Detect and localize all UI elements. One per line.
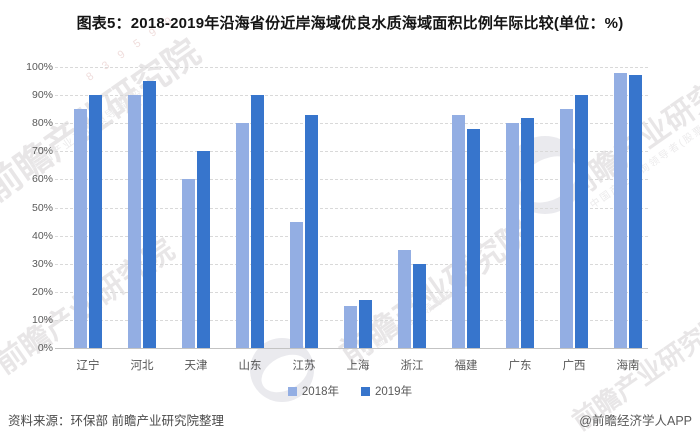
credit-note: @前瞻经济学人APP	[579, 414, 692, 428]
bar-2019年-河北	[143, 81, 156, 348]
x-category-label: 广西	[562, 360, 586, 372]
grid-line	[55, 207, 648, 209]
x-category-label: 上海	[346, 360, 370, 372]
x-category-label: 广东	[508, 360, 532, 372]
y-tick-label: 10%	[31, 313, 53, 326]
y-tick-label: 80%	[31, 117, 53, 130]
y-tick-label: 40%	[31, 229, 53, 242]
bar-2018年-浙江	[398, 249, 411, 348]
bar-2018年-福建	[452, 114, 465, 348]
bar-2019年-福建	[467, 128, 480, 348]
grid-line	[55, 291, 648, 293]
x-category-label: 河北	[130, 360, 154, 372]
source-note: 资料来源：环保部 前瞻产业研究院整理	[8, 414, 224, 428]
bar-2019年-广西	[575, 95, 588, 348]
x-category-label: 浙江	[400, 360, 424, 372]
bar-2019年-广东	[521, 117, 534, 348]
bar-2018年-山东	[236, 123, 249, 348]
legend-swatch-icon	[361, 386, 370, 396]
grid-line	[55, 179, 648, 181]
grid-line	[55, 123, 648, 125]
legend: 2018年 2019年	[0, 383, 700, 399]
y-tick-label: 60%	[31, 173, 53, 186]
bar-2018年-上海	[344, 305, 357, 348]
bar-2019年-浙江	[413, 263, 426, 348]
bar-2019年-天津	[197, 151, 210, 348]
bar-2018年-辽宁	[74, 109, 87, 348]
x-category-label: 海南	[616, 360, 640, 372]
bar-2018年-天津	[182, 179, 195, 348]
grid-line	[55, 151, 648, 153]
x-category-label: 天津	[184, 360, 208, 372]
bar-2018年-广东	[506, 123, 519, 348]
x-category-label: 山东	[238, 360, 262, 372]
legend-swatch-icon	[287, 386, 297, 396]
grid-line	[55, 95, 648, 97]
bar-2018年-广西	[560, 109, 573, 348]
x-category-label: 辽宁	[76, 360, 100, 372]
grid-line	[55, 67, 648, 68]
x-category-label: 福建	[454, 360, 478, 372]
legend-label: 2019年	[375, 386, 413, 398]
legend-label: 2018年	[301, 386, 339, 398]
y-tick-label: 50%	[31, 201, 53, 214]
bar-2019年-上海	[359, 300, 372, 348]
legend-item: 2018年	[287, 383, 339, 399]
grid-line	[55, 235, 648, 237]
bar-2018年-河北	[128, 95, 141, 348]
y-tick-label: 20%	[31, 285, 53, 298]
bar-2019年-江苏	[305, 114, 318, 348]
bar-2019年-山东	[251, 95, 264, 348]
bar-2018年-海南	[614, 72, 627, 348]
chart-title: 图表5：2018-2019年沿海省份近岸海域优良水质海域面积比例年际比较(单位：…	[76, 15, 624, 32]
plot-area: 辽宁 河北 天津 山东 江苏 上海 浙江 福建 广东 广西 海南	[55, 67, 648, 372]
bar-2019年-海南	[629, 75, 642, 348]
y-tick-label: 100%	[26, 61, 53, 73]
y-tick-label: 70%	[31, 145, 53, 158]
x-axis-line	[55, 348, 648, 349]
y-axis: 0% 10% 20% 30% 40% 50% 60% 70% 80% 90% 100%	[0, 0, 53, 447]
grid-line	[55, 263, 648, 265]
bar-2019年-辽宁	[89, 95, 102, 348]
x-category-label: 江苏	[292, 360, 316, 372]
y-tick-label: 0%	[37, 342, 53, 354]
y-tick-label: 30%	[31, 257, 53, 270]
bar-2018年-江苏	[290, 221, 303, 348]
legend-item: 2019年	[361, 383, 412, 399]
y-tick-label: 90%	[31, 89, 53, 102]
